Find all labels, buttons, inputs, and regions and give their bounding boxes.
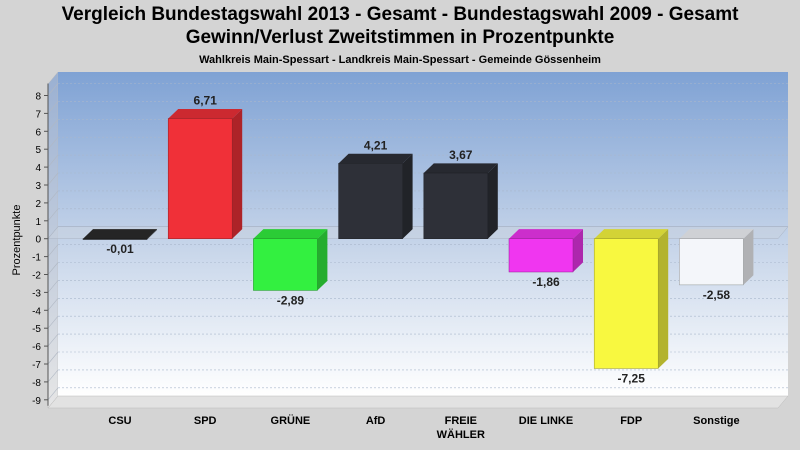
y-tick-label: -3 bbox=[32, 288, 41, 299]
gridline-side bbox=[47, 387, 59, 400]
x-tick-label: Sonstige bbox=[693, 415, 739, 427]
bar bbox=[253, 238, 318, 291]
y-tick-label: 2 bbox=[35, 199, 41, 210]
y-tick-label: -2 bbox=[32, 271, 41, 282]
x-tick-label: GRÜNE bbox=[271, 414, 311, 427]
y-tick-label: -7 bbox=[32, 360, 41, 371]
bar bbox=[508, 238, 574, 273]
x-tick-label: WÄHLER bbox=[437, 428, 485, 441]
bar-side bbox=[487, 163, 498, 239]
data-label: 4,21 bbox=[364, 138, 388, 152]
bar-side bbox=[232, 108, 243, 239]
gridline-side bbox=[47, 298, 59, 311]
bar-side bbox=[658, 229, 669, 369]
gridline-side bbox=[47, 83, 59, 96]
gridline-side bbox=[47, 101, 59, 114]
bar-side bbox=[317, 229, 328, 291]
gridline-side bbox=[47, 119, 59, 132]
bar-top bbox=[83, 229, 157, 239]
data-label: -1,86 bbox=[532, 275, 560, 289]
data-label: -2,89 bbox=[277, 293, 305, 307]
gridline-side bbox=[47, 137, 59, 150]
y-tick-label: 7 bbox=[35, 109, 41, 120]
y-tick-label: 8 bbox=[35, 92, 41, 103]
bar-top bbox=[679, 229, 754, 239]
bar bbox=[423, 172, 489, 239]
gridline-side bbox=[47, 280, 59, 293]
y-axis-label: Prozentpunkte bbox=[11, 205, 23, 276]
y-tick-label: 5 bbox=[35, 145, 41, 156]
x-tick-label: DIE LINKE bbox=[519, 415, 573, 427]
bar bbox=[82, 238, 148, 240]
gridline-side bbox=[47, 316, 59, 329]
y-tick-label: -4 bbox=[32, 306, 41, 317]
bar-side bbox=[743, 229, 754, 285]
bar-side bbox=[402, 153, 413, 239]
x-tick-label: AfD bbox=[366, 415, 386, 427]
y-tick-label: 6 bbox=[35, 127, 41, 138]
data-label: 3,67 bbox=[449, 148, 473, 162]
y-tick-label: -5 bbox=[32, 324, 41, 335]
bar bbox=[167, 118, 233, 239]
data-label: -7,25 bbox=[618, 371, 646, 385]
y-tick-label: 3 bbox=[35, 181, 41, 192]
bar-top bbox=[509, 229, 583, 239]
gridline-side bbox=[47, 244, 59, 257]
bar bbox=[593, 238, 659, 369]
bar-top bbox=[338, 153, 413, 164]
gridline-side bbox=[47, 172, 59, 186]
bar-side bbox=[573, 229, 583, 272]
data-label: -2,58 bbox=[703, 288, 731, 302]
gridline-side bbox=[47, 154, 59, 168]
y-tick-label: 0 bbox=[35, 235, 41, 246]
bar-side bbox=[147, 229, 157, 240]
gridline-side bbox=[47, 262, 59, 275]
bar bbox=[338, 163, 403, 239]
gridline-side bbox=[47, 369, 59, 383]
x-tick-label: FDP bbox=[620, 415, 642, 427]
chart-title: Vergleich Bundestagswahl 2013 - Gesamt -… bbox=[61, 4, 739, 25]
chart-title-line-2: Gewinn/Verlust Zweitstimmen in Prozentpu… bbox=[185, 27, 615, 48]
y-tick-label: -8 bbox=[32, 378, 41, 389]
bar-top bbox=[423, 163, 498, 174]
gridline-side bbox=[47, 190, 59, 204]
data-label: 6,71 bbox=[194, 94, 218, 108]
bar bbox=[679, 238, 744, 286]
data-label: -0,01 bbox=[106, 242, 134, 256]
gridline-side bbox=[47, 208, 59, 221]
y-tick-label: -9 bbox=[32, 396, 41, 407]
x-tick-label: FREIE bbox=[445, 415, 477, 427]
x-tick-label: SPD bbox=[194, 415, 217, 427]
gridline-side bbox=[47, 351, 59, 365]
bar-top bbox=[168, 108, 243, 119]
y-tick-label: -6 bbox=[32, 342, 41, 353]
bar-top bbox=[253, 229, 328, 239]
zero-plane bbox=[47, 226, 789, 239]
y-tick-label: -1 bbox=[32, 253, 41, 264]
x-tick-label: CSU bbox=[108, 415, 131, 427]
chart-floor bbox=[47, 395, 789, 409]
y-tick-label: 4 bbox=[35, 163, 41, 174]
chart-subtitle: Wahlkreis Main-Spessart - Landkreis Main… bbox=[199, 54, 601, 66]
gridline-side bbox=[47, 333, 59, 347]
y-tick-label: 1 bbox=[35, 217, 41, 228]
bar-top bbox=[594, 229, 669, 239]
